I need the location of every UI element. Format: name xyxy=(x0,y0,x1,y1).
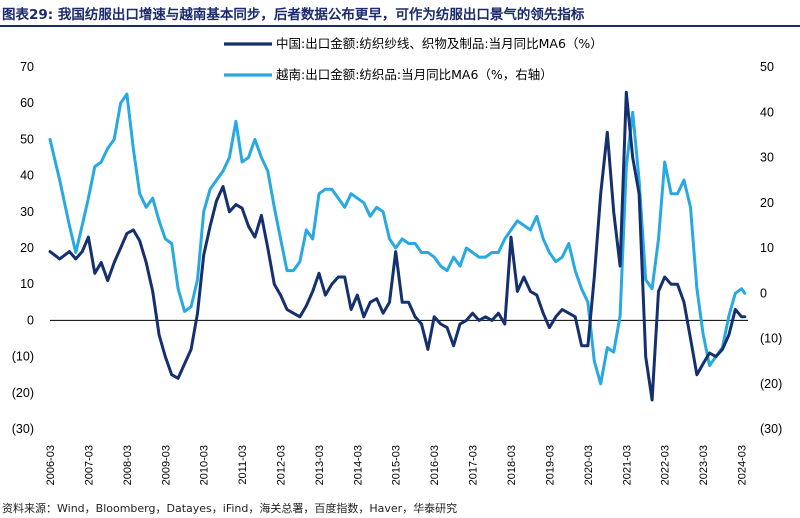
x-tick-label: 2023-03 xyxy=(698,445,710,485)
x-tick-label: 2012-03 xyxy=(276,445,288,485)
y-left-tick-label: (10) xyxy=(12,350,34,364)
x-tick-label: 2015-03 xyxy=(391,445,403,485)
chart-title: 图表29: 我国纺服出口增速与越南基本同步，后者数据公布更早，可作为纺服出口景气… xyxy=(2,7,585,23)
y-right-tick-label: 20 xyxy=(760,196,774,210)
source-note: 资料来源：Wind，Bloomberg，Datayes，iFind，海关总署，百… xyxy=(2,502,458,515)
y-right-tick-label: (20) xyxy=(760,377,782,391)
x-tick-label: 2014-03 xyxy=(352,445,364,485)
title-divider xyxy=(0,25,800,27)
legend: 中国:出口金额:纺织纱线、织物及制品:当月同比MA6（%） 越南:出口金额:纺织… xyxy=(224,36,603,82)
x-tick-label: 2010-03 xyxy=(199,445,211,485)
x-tick-label: 2011-03 xyxy=(237,445,249,485)
x-tick-label: 2020-03 xyxy=(583,445,595,485)
y-right-tick-label: 30 xyxy=(760,151,774,165)
y-left-tick-label: (30) xyxy=(12,422,34,436)
y-left-tick-label: 40 xyxy=(20,169,34,183)
title-bar: 图表29: 我国纺服出口增速与越南基本同步，后者数据公布更早，可作为纺服出口景气… xyxy=(0,0,800,27)
y-right-tick-label: 10 xyxy=(760,241,774,255)
y-left-tick-label: 50 xyxy=(20,132,34,146)
x-tick-label: 2018-03 xyxy=(506,445,518,485)
y-left-tick-label: 60 xyxy=(20,96,34,110)
y-left-tick-label: 30 xyxy=(20,205,34,219)
x-tick-label: 2008-03 xyxy=(122,445,134,485)
x-tick-label: 2022-03 xyxy=(660,445,672,485)
series-group xyxy=(48,90,747,402)
y-left-tick-label: 20 xyxy=(20,241,34,255)
x-tick-label: 2009-03 xyxy=(160,445,172,485)
y-left-tick-label: (20) xyxy=(12,386,34,400)
x-tick-label: 2024-03 xyxy=(737,445,749,485)
x-tick-label: 2017-03 xyxy=(468,445,480,485)
y-left-tick-label: 10 xyxy=(20,277,34,291)
y-left-tick-label: 70 xyxy=(20,60,34,74)
y-right-tick-label: (10) xyxy=(760,332,782,346)
legend-label-china: 中国:出口金额:纺织纱线、织物及制品:当月同比MA6（%） xyxy=(276,36,603,51)
chart: 70 60 50 40 30 20 10 0 (10) (20) (30) 50 40 30 20 10 0 (1… xyxy=(12,36,782,485)
y-left-tick-label: 0 xyxy=(27,313,34,327)
china-series-line xyxy=(48,90,747,402)
axes-group: 70 60 50 40 30 20 10 0 (10) (20) (30) 50 40 30 20 10 0 (1… xyxy=(12,60,782,485)
x-tick-label: 2021-03 xyxy=(621,445,633,485)
x-tick-label: 2007-03 xyxy=(83,445,95,485)
y-right-tick-label: 40 xyxy=(760,105,774,119)
x-tick-label: 2016-03 xyxy=(429,445,441,485)
x-tick-label: 2006-03 xyxy=(45,445,57,485)
y-right-tick-label: 0 xyxy=(760,286,767,300)
x-tick-label: 2013-03 xyxy=(314,445,326,485)
y-right-tick-label: (30) xyxy=(760,422,782,436)
vietnam-series-line xyxy=(48,92,747,386)
y-right-tick-label: 50 xyxy=(760,60,774,74)
x-tick-label: 2019-03 xyxy=(544,445,556,485)
legend-label-vietnam: 越南:出口金额:纺织品:当月同比MA6（%，右轴） xyxy=(276,67,553,82)
